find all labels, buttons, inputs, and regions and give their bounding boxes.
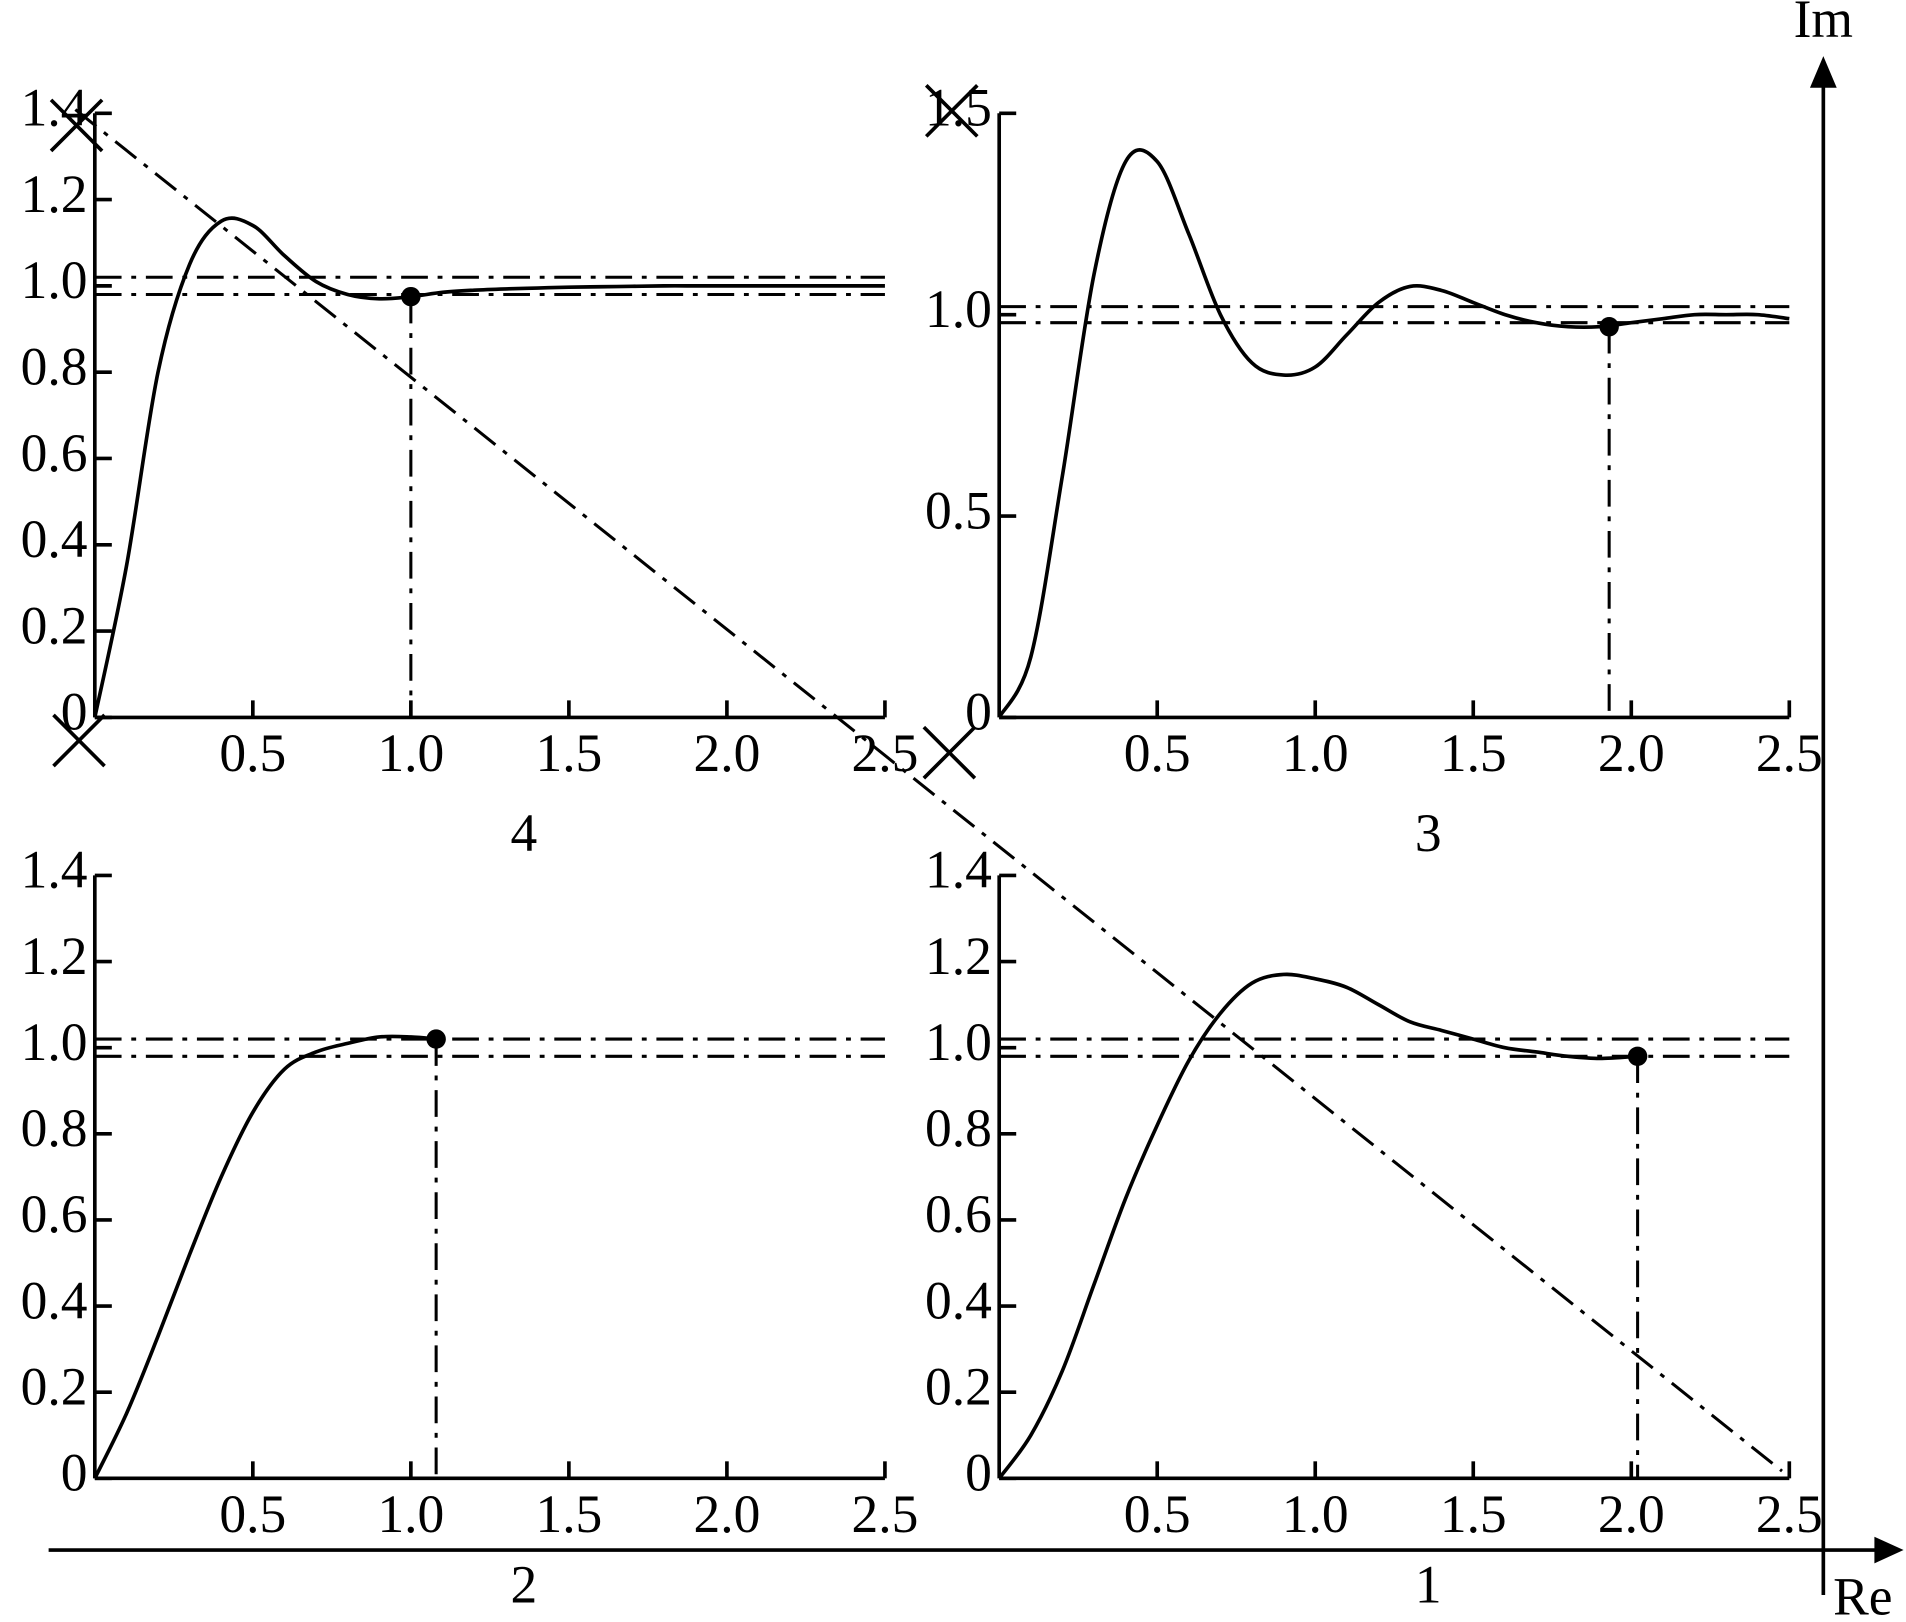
x-tick-label: 1.5 [1440,723,1507,783]
x-tick-label: 2.0 [693,1484,760,1544]
y-tick-label: 0.2 [21,1356,88,1416]
settling-point [401,286,421,307]
y-tick-label: 1.0 [925,1012,992,1072]
response-curve [997,148,1790,719]
y-tick-label: 0.4 [21,509,88,569]
settling-point [426,1029,446,1049]
y-tick-label: 0 [965,682,992,742]
y-tick-label: 1.0 [21,1012,88,1072]
y-tick-label: 0.5 [925,480,992,540]
x-tick-label: 2.5 [852,1484,919,1544]
imag-arrow [1809,56,1837,88]
y-tick-label: 0 [61,1443,88,1503]
settling-point [1627,1046,1648,1067]
real-axis-label: Re [1833,1567,1892,1622]
subplot: 0 0.2 0.4 0.6 0.8 1.0 1.2 1.4 0.5 1.0 1.5 2.0 2.5 2 [21,840,919,1615]
y-tick-label: 1.5 [925,78,992,138]
subplot: 0 0.2 0.4 0.6 0.8 1.0 1.2 1.4 0.5 1.0 1.5 2.0 2.5 1 [925,840,1823,1615]
x-tick-label: 2.5 [852,723,919,783]
y-tick-label: 1.4 [925,840,992,900]
y-tick-label: 1.2 [21,926,88,986]
response-curve [93,1034,437,1480]
y-tick-label: 1.4 [21,840,88,900]
x-tick-label: 2.5 [1756,1484,1823,1544]
response-curve [997,972,1638,1480]
y-tick-label: 1.0 [21,250,88,310]
y-tick-label: 0 [61,682,88,742]
x-tick-label: 0.5 [219,723,286,783]
y-tick-label: 0.2 [21,595,88,655]
y-tick-label: 0.6 [21,1184,88,1244]
y-tick-label: 1.2 [21,164,88,224]
x-tick-label: 2.0 [1598,723,1665,783]
y-tick-label: 1.2 [925,926,992,986]
x-tick-label: 1.5 [1440,1484,1507,1544]
imag-axis-label: Im [1794,0,1853,49]
x-tick-label: 1.0 [1282,723,1349,783]
x-tick-label: 2.5 [1756,723,1823,783]
subplot-caption: 3 [1415,803,1442,863]
x-tick-label: 2.0 [1598,1484,1665,1544]
y-tick-label: 1.4 [21,78,88,138]
response-curve [93,216,885,718]
y-tick-label: 0.6 [925,1184,992,1244]
subplot-caption: 2 [511,1554,538,1614]
x-tick-label: 0.5 [219,1484,286,1544]
subplot: 0 0.2 0.4 0.6 0.8 1.0 1.2 1.4 0.5 1.0 1.5 2.0 2.5 4 [21,78,919,864]
subplot-caption: 4 [511,803,538,863]
x-tick-label: 1.0 [377,1484,444,1544]
subplot: 0 0.5 1.0 1.5 0.5 1.0 1.5 2.0 2.5 3 [925,78,1823,864]
x-tick-label: 1.5 [535,1484,602,1544]
x-tick-label: 1.5 [535,723,602,783]
x-tick-label: 1.0 [377,723,444,783]
x-tick-label: 0.5 [1124,723,1191,783]
x-tick-label: 1.0 [1282,1484,1349,1544]
damping-line [74,108,1783,1473]
y-tick-label: 0.4 [21,1270,88,1330]
y-tick-label: 0.6 [21,423,88,483]
complex-plane: Im Re [48,0,1904,1622]
pole-markers [49,84,979,780]
y-tick-label: 1.0 [925,279,992,339]
settling-point [1599,317,1619,337]
x-tick-label: 2.0 [693,723,760,783]
y-tick-label: 0.8 [925,1098,992,1158]
y-tick-label: 0.8 [21,1098,88,1158]
subplot-caption: 1 [1415,1554,1442,1614]
real-arrow [1874,1536,1904,1564]
y-tick-label: 0.8 [21,336,88,396]
y-tick-label: 0.2 [925,1356,992,1416]
y-tick-label: 0.4 [925,1270,992,1330]
y-tick-label: 0 [965,1443,992,1503]
x-tick-label: 0.5 [1124,1484,1191,1544]
